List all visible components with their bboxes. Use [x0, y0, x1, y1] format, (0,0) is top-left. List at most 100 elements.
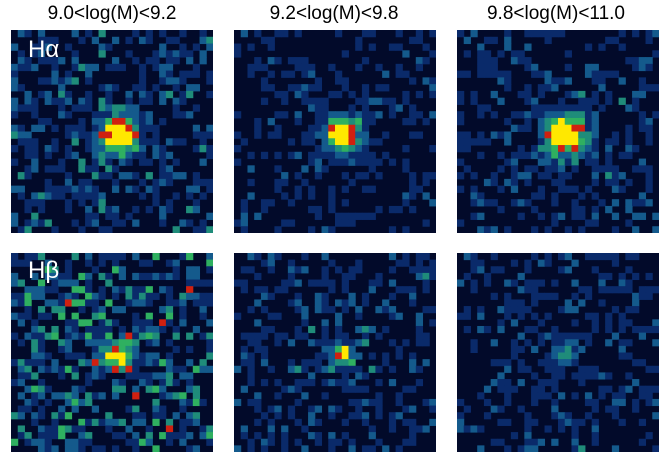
map-pixel	[294, 30, 302, 38]
map-pixel	[308, 192, 316, 200]
map-pixel	[361, 185, 370, 193]
map-pixel	[301, 379, 309, 387]
map-pixel	[247, 43, 255, 51]
map-pixel	[618, 151, 626, 160]
map-pixel	[584, 286, 593, 294]
map-pixel	[260, 36, 269, 45]
map-pixel	[470, 192, 478, 200]
map-pixel	[31, 412, 39, 420]
map-pixel	[591, 145, 599, 153]
map-pixel	[64, 151, 73, 160]
map-pixel	[78, 63, 86, 72]
map-pixel	[11, 379, 19, 387]
map-pixel	[71, 445, 79, 452]
map-pixel	[584, 332, 593, 340]
map-pixel	[375, 412, 383, 420]
map-pixel	[165, 77, 174, 85]
map-pixel	[598, 299, 606, 307]
map-pixel	[598, 286, 606, 294]
map-pixel	[159, 63, 167, 72]
map-pixel	[206, 253, 213, 261]
map-pixel	[308, 104, 316, 112]
map-pixel	[260, 205, 269, 214]
map-pixel	[638, 57, 647, 65]
map-pixel	[497, 77, 505, 85]
map-pixel	[551, 151, 559, 160]
map-pixel	[632, 104, 640, 112]
map-pixel	[254, 212, 262, 220]
map-pixel	[260, 352, 269, 360]
map-pixel	[578, 299, 586, 307]
map-pixel	[361, 131, 370, 139]
map-pixel	[598, 253, 606, 261]
map-pixel	[165, 418, 174, 426]
map-pixel	[611, 306, 620, 314]
map-pixel	[132, 325, 140, 334]
map-pixel	[632, 325, 640, 334]
map-pixel	[517, 111, 525, 119]
map-pixel	[301, 90, 309, 99]
map-pixel	[477, 306, 485, 314]
map-pixel	[537, 438, 546, 446]
map-pixel	[254, 57, 262, 65]
map-pixel	[335, 158, 343, 166]
map-pixel	[105, 418, 113, 426]
map-pixel	[504, 418, 512, 426]
map-pixel	[422, 117, 430, 126]
map-pixel	[341, 365, 349, 373]
map-pixel	[457, 412, 465, 420]
map-pixel	[402, 259, 410, 267]
map-pixel	[118, 131, 126, 139]
map-pixel	[611, 445, 620, 452]
map-pixel	[17, 312, 25, 320]
map-pixel	[382, 325, 390, 334]
map-pixel	[274, 57, 282, 65]
map-pixel	[524, 365, 532, 373]
map-pixel	[618, 345, 626, 353]
map-pixel	[294, 57, 302, 65]
map-pixel	[395, 104, 403, 112]
map-pixel	[524, 117, 532, 126]
map-pixel	[58, 279, 66, 287]
map-pixel	[497, 97, 505, 105]
map-pixel	[328, 352, 336, 360]
map-pixel	[551, 292, 559, 300]
map-pixel	[138, 319, 147, 327]
map-pixel	[632, 292, 640, 300]
map-pixel	[537, 138, 546, 146]
map-pixel	[328, 379, 336, 387]
map-pixel	[598, 77, 606, 85]
map-pixel	[321, 365, 329, 373]
map-pixel	[44, 332, 52, 340]
map-pixel	[132, 312, 140, 320]
map-pixel	[510, 432, 519, 440]
map-pixel	[409, 185, 417, 193]
map-pixel	[132, 57, 140, 65]
map-pixel	[415, 272, 424, 281]
map-pixel	[91, 372, 100, 380]
map-pixel	[341, 172, 349, 180]
map-pixel	[308, 151, 316, 160]
map-pixel	[402, 158, 410, 166]
map-pixel	[247, 339, 255, 347]
map-pixel	[564, 266, 572, 274]
map-pixel	[605, 253, 613, 261]
map-pixel	[490, 226, 498, 233]
map-pixel	[145, 259, 153, 267]
map-pixel	[321, 392, 329, 400]
map-pixel	[64, 398, 73, 407]
map-pixel	[328, 117, 336, 126]
map-pixel	[551, 145, 559, 153]
map-pixel	[388, 365, 397, 373]
map-pixel	[524, 266, 532, 274]
map-pixel	[463, 325, 471, 334]
map-pixel	[618, 312, 626, 320]
map-pixel	[125, 405, 133, 413]
map-pixel	[429, 90, 436, 99]
map-pixel	[267, 117, 275, 126]
map-pixel	[632, 405, 640, 413]
map-pixel	[138, 299, 147, 307]
map-pixel	[415, 131, 424, 139]
map-pixel	[294, 279, 302, 287]
map-pixel	[78, 199, 86, 207]
